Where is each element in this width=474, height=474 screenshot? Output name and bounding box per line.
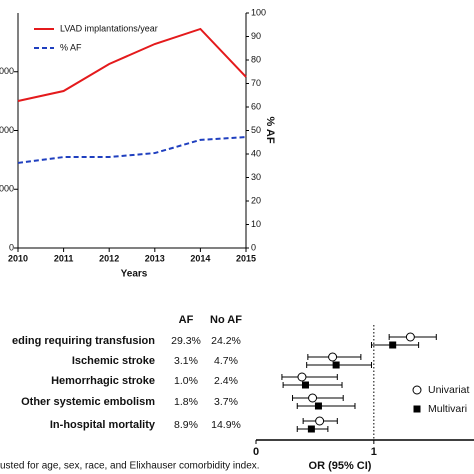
y2-tick-label: 70 bbox=[251, 78, 261, 88]
column-header: No AF bbox=[210, 314, 242, 326]
y-tick-label: 000 bbox=[0, 66, 14, 76]
y2-tick-label: 20 bbox=[251, 195, 261, 205]
x-axis-title: Years bbox=[121, 269, 148, 280]
series-line bbox=[17, 27, 247, 102]
row-label: In-hospital mortality bbox=[50, 419, 156, 431]
cell: 14.9% bbox=[211, 419, 241, 431]
legend-label: Univariat bbox=[428, 384, 470, 396]
cell: 29.3% bbox=[171, 335, 201, 347]
x-tick-label: 2010 bbox=[8, 253, 28, 263]
y2-tick-label: 80 bbox=[251, 54, 261, 64]
cell: 3.1% bbox=[174, 355, 198, 367]
point bbox=[297, 372, 307, 382]
cell: 1.0% bbox=[174, 375, 198, 387]
legend-label: LVAD implantations/year bbox=[60, 23, 158, 33]
x-tick-label: 2015 bbox=[236, 253, 256, 263]
legend-marker bbox=[413, 405, 421, 413]
y2-axis-title: % AF bbox=[264, 116, 276, 143]
point bbox=[405, 332, 415, 342]
y-tick-label: 000 bbox=[0, 125, 14, 135]
cell: 3.7% bbox=[214, 396, 238, 408]
legend-label: % AF bbox=[60, 42, 82, 52]
point bbox=[314, 402, 322, 410]
cell: 8.9% bbox=[174, 419, 198, 431]
forest-x-title: OR (95% CI) bbox=[309, 460, 372, 472]
x-tick-label: 2013 bbox=[145, 253, 165, 263]
y2-tick-label: 40 bbox=[251, 148, 261, 158]
cell: 2.4% bbox=[214, 375, 238, 387]
legend-marker bbox=[412, 385, 422, 395]
x-tick-label: 2012 bbox=[99, 253, 119, 263]
cell: 24.2% bbox=[211, 335, 241, 347]
row-label: Other systemic embolism bbox=[21, 396, 155, 408]
point bbox=[308, 393, 318, 403]
y2-tick-label: 90 bbox=[251, 31, 261, 41]
cell: 1.8% bbox=[174, 396, 198, 408]
y2-tick-label: 100 bbox=[251, 7, 266, 17]
y2-tick-label: 0 bbox=[251, 242, 256, 252]
series-line bbox=[17, 136, 247, 164]
point bbox=[332, 361, 340, 369]
point bbox=[301, 381, 309, 389]
y2-tick-label: 30 bbox=[251, 172, 261, 182]
x-tick-label: 2014 bbox=[190, 253, 210, 263]
cell: 4.7% bbox=[214, 355, 238, 367]
y2-tick-label: 50 bbox=[251, 125, 261, 135]
x-tick-label: 0 bbox=[253, 446, 259, 458]
x-tick-label: 1 bbox=[371, 446, 377, 458]
y2-tick-label: 10 bbox=[251, 219, 261, 229]
row-label: Hemorrhagic stroke bbox=[51, 375, 155, 387]
legend-label: Multivari bbox=[428, 403, 467, 415]
y-tick-label: 0 bbox=[9, 242, 14, 252]
footnote: usted for age, sex, race, and Elixhauser… bbox=[0, 461, 260, 472]
point bbox=[315, 416, 325, 426]
point bbox=[389, 341, 397, 349]
x-tick-label: 2011 bbox=[54, 253, 74, 263]
y-tick-label: 000 bbox=[0, 184, 14, 194]
column-header: AF bbox=[179, 314, 194, 326]
y2-tick-label: 60 bbox=[251, 101, 261, 111]
row-label: Ischemic stroke bbox=[72, 355, 155, 367]
row-label: eding requiring transfusion bbox=[12, 335, 155, 347]
point bbox=[328, 352, 338, 362]
point bbox=[307, 425, 315, 433]
